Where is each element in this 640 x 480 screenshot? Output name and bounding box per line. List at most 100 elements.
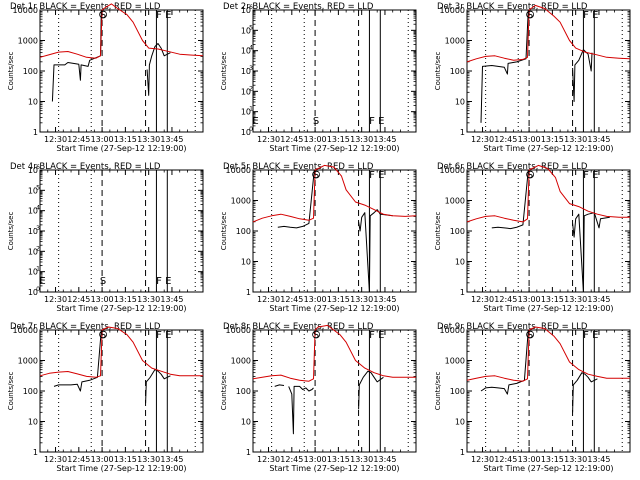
marker-label-e: E [378, 330, 384, 341]
y-tick-exponent: 0 [249, 126, 253, 133]
marker-label-e: E [378, 116, 384, 127]
marker-s-circle [99, 10, 107, 19]
y-tick-label: 1000 [231, 357, 251, 366]
plot-frame [252, 329, 417, 453]
detector-panel-3: Det 3r BLACK = Events, RED = LLD 1 10 100 10… [434, 2, 631, 153]
x-tick-label: 12:30 [257, 455, 280, 464]
y-tick-exponent: -6 [34, 164, 40, 171]
marker-label-f: F [583, 330, 589, 341]
y-tick-label: 10000 [226, 166, 251, 175]
y-tick-label: 10 [28, 227, 38, 236]
detector-panel-5: Det 5r BLACK = Events, RED = LLD 1 10 100 10… [220, 162, 417, 313]
x-tick-label: 12:30 [44, 295, 67, 304]
x-tick-label: 12:30 [471, 135, 494, 144]
x-axis-label: Start Time (27-Sep-12 12:19:00) [56, 464, 186, 473]
plot-frame [466, 9, 631, 133]
panel-title: Det 3r BLACK = Events, RED = LLD [437, 2, 588, 12]
y-tick-exponent: -5 [34, 184, 40, 191]
y-tick-exponent: -4 [34, 205, 40, 212]
y-tick-label: 10000 [13, 6, 38, 15]
x-axis-label: Start Time (27-Sep-12 12:19:00) [483, 304, 613, 313]
marker-s-circle [312, 170, 320, 179]
y-tick-label: 10000 [226, 326, 251, 335]
marker-label-e: E [252, 116, 258, 127]
y-tick-exponent: 0 [36, 286, 40, 293]
x-tick-label: 13:45 [160, 295, 183, 304]
marker-label-e: E [592, 10, 598, 21]
marker-label-e: E [39, 276, 45, 287]
events-series-line [480, 9, 529, 123]
x-tick-label: 12:45 [280, 295, 303, 304]
x-axis-label: Start Time (27-Sep-12 12:19:00) [56, 144, 186, 153]
y-axis-label: Counts/sec [434, 212, 442, 251]
x-tick-label: 13:30 [350, 455, 373, 464]
lld-series-line [466, 164, 630, 223]
marker-s-circle [526, 330, 534, 339]
y-tick-label: 10 [28, 207, 38, 216]
y-tick-label: 1 [33, 128, 38, 137]
x-tick-label: 13:45 [160, 135, 183, 144]
y-tick-label: 100 [23, 387, 38, 396]
detector-panel-1: Det 1r BLACK = Events, RED = LLD 1 10 100 10… [7, 2, 204, 153]
y-tick-label: 100 [450, 227, 465, 236]
x-tick-label: 12:30 [471, 295, 494, 304]
y-tick-label: 10 [241, 67, 251, 76]
y-tick-label: 10 [28, 98, 38, 107]
y-axis-label: Counts/sec [220, 52, 228, 91]
plot-frame [39, 9, 204, 133]
x-tick-label: 13:45 [587, 135, 610, 144]
y-tick-exponent: -1 [247, 106, 253, 113]
marker-label-e: E [165, 276, 171, 287]
x-tick-label: 13:30 [350, 295, 373, 304]
detector-panel-4: Det 4r BLACK = Events, RED = LLD10010-11… [7, 162, 204, 313]
x-tick-label: 12:45 [494, 295, 517, 304]
y-tick-label: 10 [28, 186, 38, 195]
detector-panel-2: Det 2r BLACK = Events, RED = LLD10010-11… [220, 2, 417, 153]
y-tick-label: 100 [236, 387, 251, 396]
x-axis-label: Start Time (27-Sep-12 12:19:00) [269, 144, 399, 153]
x-tick-label: 12:45 [494, 135, 517, 144]
y-tick-label: 10 [241, 47, 251, 56]
y-tick-label: 10000 [13, 326, 38, 335]
events-series-line [358, 209, 393, 293]
events-series-line [572, 372, 598, 413]
y-tick-label: 10 [241, 128, 251, 137]
y-tick-label: 10 [455, 418, 465, 427]
detector-panel-8: Det 8r BLACK = Events, RED = LLD 1 10 100 10… [220, 322, 417, 473]
lld-series-line [252, 164, 417, 223]
marker-label-f: F [583, 170, 589, 181]
y-tick-label: 1 [246, 288, 251, 297]
y-tick-label: 1 [460, 128, 465, 137]
panel-title: Det 7r BLACK = Events, RED = LLD [10, 322, 161, 332]
x-tick-label: 13:00 [91, 295, 114, 304]
lld-series-line [252, 324, 416, 382]
y-tick-label: 10 [241, 108, 251, 117]
y-tick-label: 1 [33, 448, 38, 457]
y-tick-label: 10 [241, 258, 251, 267]
y-tick-label: 10000 [440, 326, 465, 335]
marker-label-s: S [100, 10, 106, 21]
x-tick-label: 13:15 [114, 135, 137, 144]
events-series-line [572, 49, 593, 102]
y-tick-exponent: -4 [247, 45, 253, 52]
y-tick-label: 10 [241, 87, 251, 96]
events-series-line [358, 370, 384, 410]
marker-label-s: S [527, 330, 533, 341]
marker-label-s: S [527, 170, 533, 181]
x-tick-label: 13:00 [518, 135, 541, 144]
plot-frame [466, 169, 631, 293]
x-tick-label: 13:15 [114, 455, 137, 464]
panel-title: Det 8r BLACK = Events, RED = LLD [223, 322, 374, 332]
y-tick-exponent: -2 [247, 85, 253, 92]
plot-frame [39, 329, 204, 453]
x-tick-label: 12:45 [67, 295, 90, 304]
marker-s-circle [526, 170, 534, 179]
y-tick-label: 100 [236, 227, 251, 236]
x-axis-label: Start Time (27-Sep-12 12:19:00) [483, 464, 613, 473]
x-tick-label: 12:30 [44, 455, 67, 464]
x-tick-label: 13:30 [564, 135, 587, 144]
x-tick-label: 13:30 [564, 455, 587, 464]
lld-series-line [466, 326, 630, 382]
events-series-line [572, 212, 610, 293]
marker-label-s: S [527, 10, 533, 21]
